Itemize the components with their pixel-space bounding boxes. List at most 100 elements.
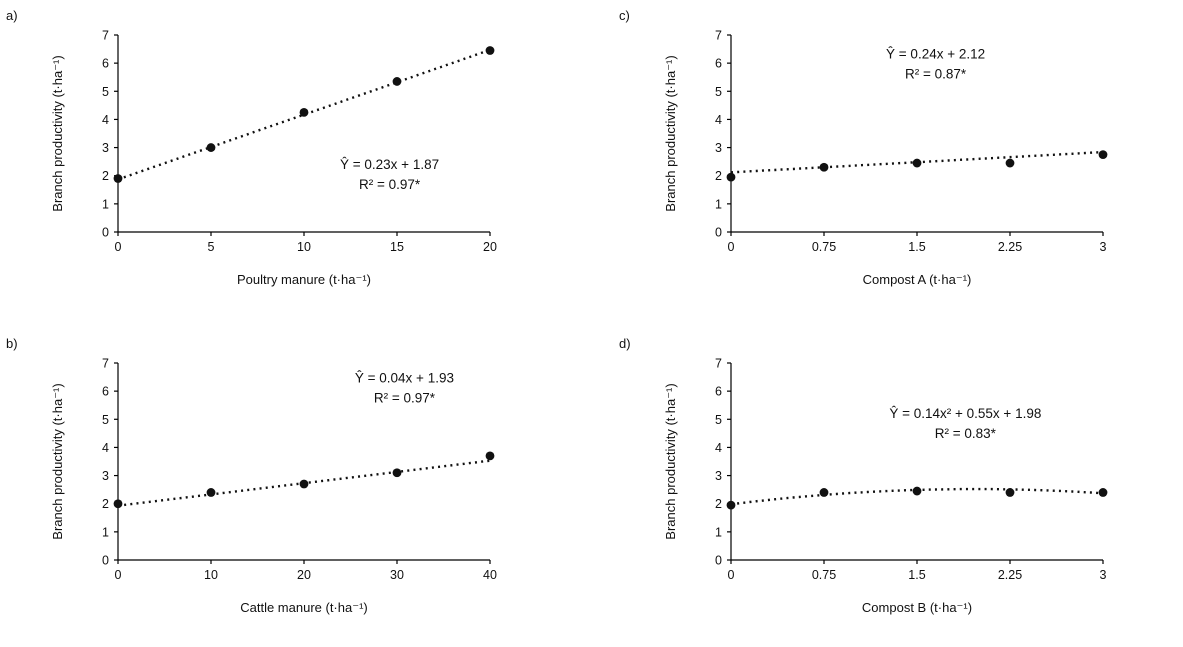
y-tick-label: 4 [715, 113, 722, 127]
data-point [206, 143, 216, 152]
y-tick-label: 2 [715, 169, 722, 183]
x-axis-title: Poultry manure (t·ha⁻¹) [237, 272, 371, 287]
x-axis-title: Compost B (t·ha⁻¹) [862, 600, 972, 615]
panel-letter-d: d) [619, 336, 631, 351]
x-tick-label: 20 [297, 568, 311, 582]
data-point [299, 479, 309, 489]
equation-label: Ŷ = 0.24x + 2.12 [886, 47, 985, 62]
equation-label: Ŷ = 0.14x² + 0.55x + 1.98 [889, 406, 1041, 421]
y-tick-label: 1 [715, 525, 722, 539]
data-point [912, 158, 922, 168]
y-tick-label: 3 [715, 141, 722, 155]
x-tick-label: 0 [115, 240, 122, 254]
y-tick-label: 5 [102, 85, 109, 99]
r-squared-label: R² = 0.83* [935, 426, 997, 441]
x-tick-label: 0 [728, 568, 735, 582]
y-tick-label: 0 [715, 226, 722, 240]
data-point [113, 499, 123, 509]
y-axis-title: Branch productivity (t·ha⁻¹) [50, 55, 65, 211]
x-tick-label: 40 [483, 568, 497, 582]
x-tick-label: 1.5 [908, 240, 925, 254]
panel-letter-b: b) [6, 336, 18, 351]
equation-label: Ŷ = 0.23x + 1.87 [340, 157, 439, 172]
x-tick-label: 2.25 [998, 240, 1022, 254]
y-tick-label: 0 [102, 226, 109, 240]
y-tick-label: 3 [715, 469, 722, 483]
x-tick-label: 0 [115, 568, 122, 582]
x-tick-label: 5 [208, 240, 215, 254]
panel-d: d) 0 1 2 3 4 5 6 7 0 0.75 1.5 2.25 3 Compost B (t·ha⁻… [613, 328, 1173, 640]
y-tick-label: 4 [102, 441, 109, 455]
y-tick-label: 5 [715, 85, 722, 99]
x-tick-label: 3 [1100, 240, 1107, 254]
scatter-chart-cattle-manure: 0 1 2 3 4 5 6 7 0 10 20 30 40 Cattle manure (t·ha⁻¹) B… [50, 357, 497, 616]
x-tick-label: 0 [728, 240, 735, 254]
panel-letter-a: a) [6, 8, 18, 23]
y-tick-label: 6 [715, 57, 722, 71]
data-point [392, 77, 402, 86]
x-axis-title: Cattle manure (t·ha⁻¹) [240, 600, 368, 615]
data-point [392, 468, 402, 478]
data-point [726, 172, 736, 182]
x-tick-label: 10 [204, 568, 218, 582]
y-axis-title: Branch productivity (t·ha⁻¹) [663, 383, 678, 539]
scatter-chart-compost-a: 0 1 2 3 4 5 6 7 0 0.75 1.5 2.25 3 Compost A (t·ha⁻¹) B… [663, 29, 1108, 287]
data-point [1098, 488, 1108, 497]
y-tick-label: 0 [102, 554, 109, 568]
y-tick-label: 4 [102, 113, 109, 127]
scatter-chart-compost-b: 0 1 2 3 4 5 6 7 0 0.75 1.5 2.25 3 Compost B (t·ha⁻¹) B… [663, 357, 1108, 615]
x-tick-label: 20 [483, 240, 497, 254]
data-point [485, 46, 495, 55]
r-squared-label: R² = 0.87* [905, 67, 967, 82]
y-tick-label: 6 [715, 385, 722, 399]
data-point [1005, 158, 1015, 168]
x-tick-label: 0.75 [812, 568, 836, 582]
y-tick-label: 2 [102, 169, 109, 183]
y-tick-label: 2 [715, 497, 722, 511]
data-point [113, 174, 123, 183]
scatter-chart-poultry-manure: 0 1 2 3 4 5 6 7 0 5 10 15 20 Poultry manure (t·ha⁻¹) B… [50, 29, 497, 288]
y-tick-label: 2 [102, 497, 109, 511]
data-point [1098, 150, 1108, 160]
y-tick-label: 1 [102, 525, 109, 539]
y-tick-label: 4 [715, 441, 722, 455]
x-tick-label: 30 [390, 568, 404, 582]
y-tick-label: 1 [715, 197, 722, 211]
y-tick-label: 3 [102, 141, 109, 155]
r-squared-label: R² = 0.97* [359, 177, 421, 192]
y-tick-label: 1 [102, 197, 109, 211]
y-tick-label: 5 [715, 413, 722, 427]
r-squared-label: R² = 0.97* [374, 391, 436, 406]
y-axis-title: Branch productivity (t·ha⁻¹) [663, 55, 678, 211]
data-point [819, 488, 829, 497]
panel-letter-c: c) [619, 8, 630, 23]
data-point [206, 488, 216, 497]
x-tick-label: 1.5 [908, 568, 925, 582]
data-point [912, 486, 922, 496]
y-tick-label: 6 [102, 57, 109, 71]
y-tick-label: 7 [102, 357, 109, 371]
y-tick-label: 7 [102, 29, 109, 43]
y-tick-label: 5 [102, 413, 109, 427]
x-tick-label: 15 [390, 240, 404, 254]
x-axis-title: Compost A (t·ha⁻¹) [863, 272, 972, 287]
y-tick-label: 3 [102, 469, 109, 483]
y-tick-label: 6 [102, 385, 109, 399]
panel-b: b) 0 1 2 3 4 5 6 7 0 10 20 30 40 Cattle manure (t·ha⁻… [0, 328, 560, 640]
x-tick-label: 0.75 [812, 240, 836, 254]
data-point [819, 162, 829, 172]
data-point [485, 451, 495, 461]
panel-a: a) 0 1 2 3 4 5 6 7 0 5 10 15 20 Poultry manure (t·ha⁻… [0, 0, 560, 312]
x-tick-label: 2.25 [998, 568, 1022, 582]
y-axis-title: Branch productivity (t·ha⁻¹) [50, 383, 65, 539]
x-tick-label: 10 [297, 240, 311, 254]
x-tick-label: 3 [1100, 568, 1107, 582]
data-point [1005, 488, 1015, 497]
data-point [726, 500, 736, 510]
y-tick-label: 7 [715, 29, 722, 43]
data-point [299, 107, 309, 117]
equation-label: Ŷ = 0.04x + 1.93 [355, 371, 454, 386]
y-tick-label: 7 [715, 357, 722, 371]
panel-c: c) 0 1 2 3 4 5 6 7 0 0.75 1.5 2.25 3 Compost A (t·ha⁻… [613, 0, 1173, 312]
